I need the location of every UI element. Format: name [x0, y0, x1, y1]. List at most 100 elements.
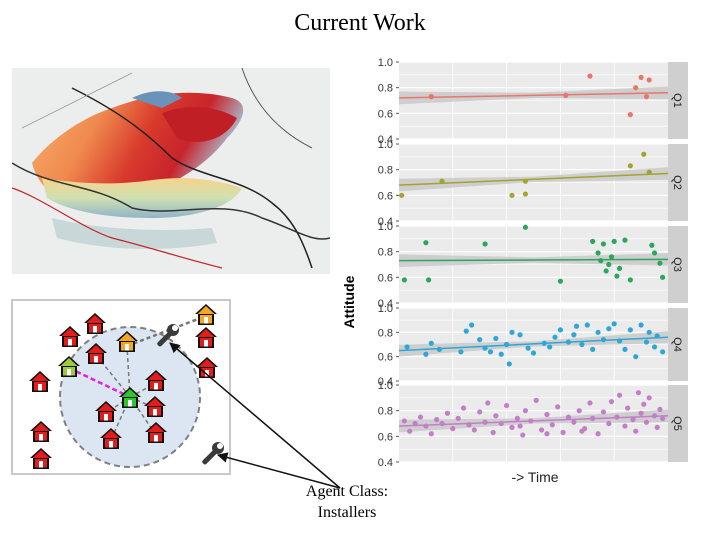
data-point [490, 429, 496, 436]
data-point [643, 94, 650, 100]
data-point [547, 344, 553, 350]
data-point [517, 332, 523, 338]
data-point [544, 431, 550, 437]
data-point [587, 73, 593, 79]
y-tick-label: 1.0 [378, 139, 393, 151]
y-tick-label: 0.4 [378, 457, 393, 469]
facet-strip [668, 62, 688, 139]
data-point [549, 422, 555, 428]
facet-panel-q5: 1.0 0.8 0.6 0.4 Q5 [378, 380, 688, 469]
facet-label: Q4 [671, 337, 683, 352]
data-point [404, 344, 410, 350]
facet-label: Q1 [671, 93, 683, 108]
data-point [471, 427, 477, 433]
data-point [657, 260, 663, 266]
y-tick-label: 0.4 [378, 376, 393, 388]
data-point [627, 163, 633, 169]
facet-panel-q4: 1.0 0.8 0.6 0.4 Q4 [378, 303, 688, 388]
data-point [630, 417, 636, 423]
data-point [579, 341, 585, 348]
data-point [627, 112, 633, 118]
data-point [455, 415, 461, 421]
data-point [555, 404, 561, 410]
data-point [417, 414, 424, 420]
data-point [611, 238, 617, 244]
data-point [428, 340, 434, 346]
data-point [423, 351, 429, 357]
terrain-heatmap [12, 68, 330, 274]
trend-line [398, 336, 669, 352]
data-point [469, 322, 475, 328]
data-point [633, 85, 639, 91]
trend-line [398, 415, 669, 427]
data-point [627, 327, 633, 333]
data-point [606, 420, 612, 427]
data-point [522, 191, 529, 197]
data-point [573, 323, 580, 329]
data-point [485, 400, 491, 406]
caption-line-1: Agent Class: [305, 483, 389, 500]
facet-strip [668, 385, 688, 462]
data-point [603, 268, 609, 274]
y-tick-label: 1.0 [378, 57, 393, 69]
data-point [401, 277, 407, 283]
data-point [616, 392, 623, 398]
y-tick-label: 0.6 [378, 352, 393, 364]
y-tick-label: 0.8 [378, 83, 393, 95]
data-point [407, 428, 413, 434]
data-point [525, 345, 531, 351]
data-point [635, 390, 642, 396]
y-tick-label: 0.6 [378, 272, 393, 284]
data-point [638, 322, 644, 328]
data-point [493, 335, 499, 342]
data-point [633, 428, 639, 434]
data-point [401, 418, 407, 424]
data-point [590, 346, 596, 352]
data-point [608, 254, 615, 260]
data-point [584, 322, 590, 328]
data-point [493, 413, 499, 419]
data-point [458, 349, 464, 355]
data-point [576, 408, 582, 414]
slide-title: Current Work [294, 10, 426, 36]
data-point [504, 402, 510, 409]
data-point [434, 417, 440, 423]
data-point [399, 192, 405, 198]
data-point [622, 346, 628, 352]
data-point [633, 354, 639, 360]
y-tick-label: 0.4 [378, 298, 393, 310]
data-point [616, 265, 623, 271]
data-point [477, 337, 483, 343]
data-point [595, 431, 601, 437]
x-axis-label: -> Time [511, 469, 559, 485]
data-point [625, 405, 631, 411]
data-point [595, 329, 601, 335]
facet-panel-q1: 1.0 0.8 0.6 0.4 Q1 [378, 57, 688, 146]
trend-line [398, 172, 669, 186]
y-tick-label: 0.6 [378, 190, 393, 202]
facet-strip [668, 226, 688, 303]
data-point [520, 432, 526, 438]
data-point [487, 349, 494, 355]
data-point [557, 327, 564, 333]
y-tick-label: 0.6 [378, 108, 393, 120]
data-point [643, 419, 650, 425]
data-point [463, 328, 469, 334]
data-point [428, 431, 434, 437]
trend-line [398, 92, 669, 99]
data-point [544, 411, 550, 418]
data-point [557, 278, 564, 284]
data-point [439, 420, 445, 427]
data-point [600, 409, 607, 415]
y-tick-label: 1.0 [378, 303, 393, 315]
data-point [651, 250, 658, 256]
data-point [509, 424, 515, 430]
facet-panel-q3: 1.0 0.8 0.6 0.4 Q3 [378, 221, 688, 310]
y-tick-label: 1.0 [378, 380, 393, 392]
data-point [643, 339, 650, 345]
data-point [606, 261, 612, 268]
data-point [622, 423, 628, 429]
y-tick-label: 0.6 [378, 431, 393, 443]
data-point [649, 242, 655, 248]
